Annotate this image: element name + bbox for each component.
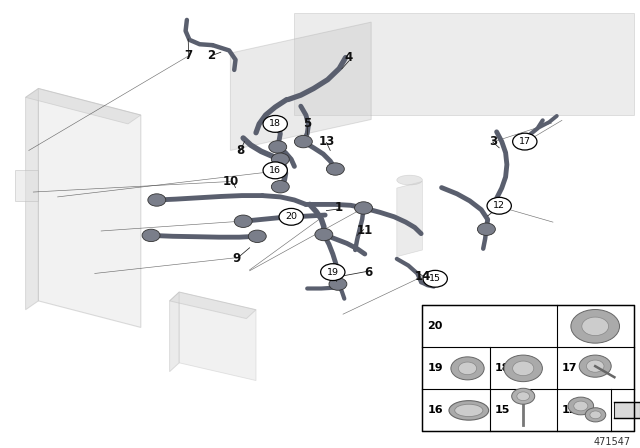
Text: 13: 13	[318, 135, 335, 148]
Text: 7: 7	[185, 49, 193, 62]
Circle shape	[279, 208, 303, 225]
Circle shape	[321, 264, 345, 280]
Circle shape	[512, 388, 535, 404]
Text: 471547: 471547	[593, 437, 630, 447]
Circle shape	[487, 198, 511, 214]
Polygon shape	[38, 89, 141, 327]
Circle shape	[590, 411, 601, 419]
Text: 12: 12	[493, 201, 505, 210]
Text: 16: 16	[269, 166, 281, 175]
Circle shape	[582, 317, 609, 336]
Polygon shape	[26, 89, 141, 124]
Circle shape	[148, 194, 166, 206]
Polygon shape	[230, 22, 371, 151]
Circle shape	[326, 163, 344, 175]
Circle shape	[586, 360, 604, 372]
Text: 3: 3	[489, 135, 497, 148]
Circle shape	[271, 181, 289, 193]
Circle shape	[355, 202, 372, 214]
Circle shape	[517, 392, 529, 401]
Text: 19: 19	[428, 363, 443, 373]
Circle shape	[513, 133, 537, 150]
Circle shape	[315, 228, 333, 241]
Text: 1: 1	[335, 202, 343, 215]
Circle shape	[248, 230, 266, 242]
Text: 18: 18	[269, 120, 281, 129]
Text: 5: 5	[303, 117, 311, 130]
Circle shape	[263, 162, 287, 179]
Text: 18: 18	[495, 363, 510, 373]
Ellipse shape	[397, 175, 422, 185]
Circle shape	[142, 229, 160, 241]
Text: 9: 9	[233, 252, 241, 265]
Circle shape	[477, 223, 495, 235]
Polygon shape	[170, 292, 179, 372]
Text: 20: 20	[285, 212, 297, 221]
Polygon shape	[294, 13, 634, 115]
Circle shape	[574, 401, 588, 411]
Circle shape	[458, 362, 477, 375]
Polygon shape	[26, 89, 38, 310]
Circle shape	[234, 215, 252, 228]
Circle shape	[579, 355, 611, 377]
Text: 4: 4	[345, 51, 353, 64]
Circle shape	[451, 357, 484, 380]
Polygon shape	[614, 402, 640, 418]
Ellipse shape	[455, 404, 483, 417]
Circle shape	[269, 141, 287, 153]
Text: 12: 12	[562, 405, 577, 415]
Circle shape	[263, 116, 287, 132]
Text: 8: 8	[236, 144, 244, 157]
Circle shape	[568, 397, 594, 415]
Polygon shape	[170, 292, 256, 319]
Text: 19: 19	[327, 267, 339, 276]
Text: 15: 15	[429, 274, 441, 283]
Polygon shape	[15, 170, 38, 201]
Text: 17: 17	[562, 363, 577, 373]
Polygon shape	[397, 181, 422, 257]
Circle shape	[294, 135, 312, 148]
Polygon shape	[179, 292, 256, 380]
Text: 17: 17	[519, 137, 531, 146]
Circle shape	[271, 153, 289, 165]
Circle shape	[513, 361, 534, 376]
Text: 2: 2	[207, 49, 215, 62]
Text: 16: 16	[428, 405, 443, 415]
Text: 10: 10	[222, 175, 239, 188]
Text: 14: 14	[414, 270, 431, 283]
Bar	[422, 306, 634, 431]
Ellipse shape	[449, 401, 489, 420]
Circle shape	[571, 310, 620, 343]
Text: 6: 6	[364, 266, 372, 279]
Text: 20: 20	[428, 321, 443, 332]
Circle shape	[423, 270, 447, 287]
Circle shape	[586, 408, 606, 422]
Text: 11: 11	[356, 224, 373, 237]
Circle shape	[504, 355, 543, 382]
Text: 15: 15	[495, 405, 510, 415]
Circle shape	[329, 278, 347, 290]
